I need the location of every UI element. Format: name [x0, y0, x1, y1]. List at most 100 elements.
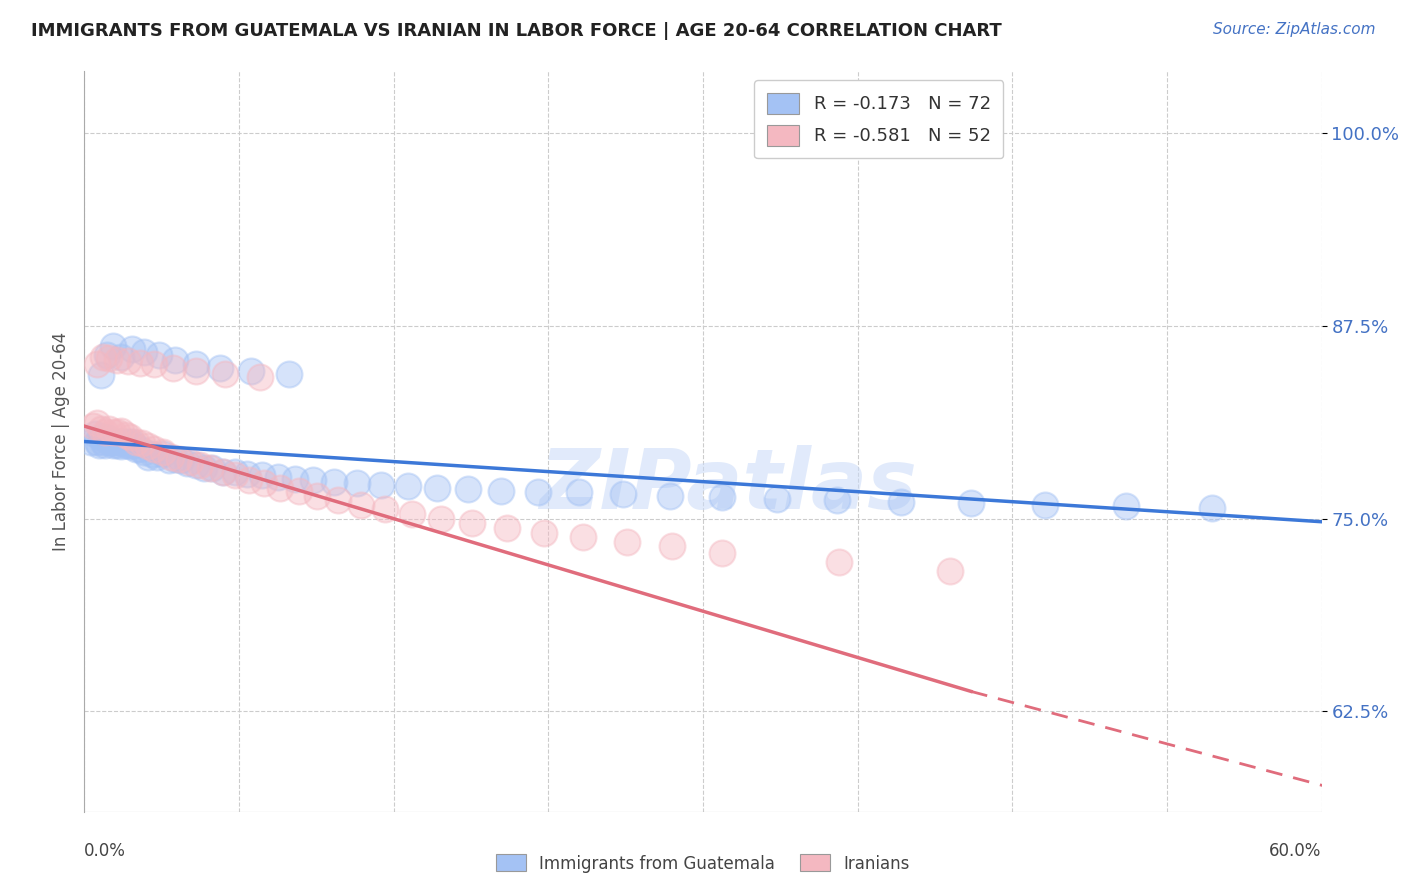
Point	[103, 339, 125, 353]
Point	[176, 456, 198, 470]
Point	[96, 348, 118, 362]
Point	[284, 472, 307, 486]
Point	[103, 437, 125, 451]
Point	[86, 416, 108, 430]
Point	[83, 426, 105, 441]
Point	[1201, 500, 1223, 515]
Point	[96, 432, 118, 446]
Legend: Immigrants from Guatemala, Iranians: Immigrants from Guatemala, Iranians	[489, 847, 917, 880]
Point	[90, 422, 112, 436]
Point	[103, 425, 125, 440]
Point	[288, 483, 311, 498]
Point	[238, 473, 260, 487]
Point	[170, 453, 193, 467]
Point	[100, 434, 122, 449]
Point	[426, 481, 449, 495]
Point	[939, 564, 962, 578]
Point	[184, 363, 207, 377]
Point	[527, 485, 550, 500]
Point	[105, 437, 128, 451]
Point	[165, 352, 187, 367]
Point	[307, 489, 329, 503]
Point	[184, 358, 207, 372]
Point	[152, 445, 174, 459]
Point	[118, 430, 141, 444]
Point	[94, 425, 117, 440]
Point	[110, 424, 132, 438]
Point	[250, 468, 273, 483]
Point	[117, 434, 139, 449]
Point	[121, 434, 143, 449]
Point	[249, 369, 271, 384]
Point	[105, 425, 128, 440]
Point	[114, 428, 136, 442]
Point	[277, 367, 299, 381]
Point	[568, 485, 591, 500]
Point	[572, 530, 595, 544]
Point	[766, 491, 789, 506]
Point	[148, 348, 170, 362]
Point	[110, 350, 132, 364]
Point	[1033, 498, 1056, 512]
Point	[198, 460, 221, 475]
Point	[350, 498, 373, 512]
Point	[612, 487, 634, 501]
Point	[828, 555, 851, 569]
Point	[117, 354, 139, 368]
Point	[98, 351, 121, 366]
Point	[224, 466, 246, 480]
Point	[145, 450, 167, 464]
Point	[179, 454, 201, 468]
Point	[209, 360, 232, 375]
Point	[118, 439, 141, 453]
Point	[616, 534, 638, 549]
Point	[162, 360, 184, 375]
Point	[240, 363, 263, 377]
Point	[489, 483, 512, 498]
Point	[710, 490, 733, 504]
Point	[214, 367, 236, 381]
Point	[129, 356, 152, 370]
Point	[496, 521, 519, 535]
Point	[136, 450, 159, 464]
Point	[143, 442, 166, 457]
Point	[86, 434, 108, 449]
Point	[184, 458, 207, 472]
Point	[86, 358, 108, 372]
Point	[87, 437, 110, 451]
Point	[121, 342, 143, 356]
Text: Source: ZipAtlas.com: Source: ZipAtlas.com	[1212, 22, 1375, 37]
Point	[253, 476, 276, 491]
Point	[131, 436, 153, 450]
Point	[98, 434, 121, 449]
Text: 0.0%: 0.0%	[84, 842, 127, 860]
Point	[370, 477, 392, 491]
Point	[91, 434, 114, 449]
Point	[90, 430, 112, 444]
Point	[152, 447, 174, 461]
Point	[430, 511, 453, 525]
Point	[157, 453, 180, 467]
Point	[105, 352, 128, 367]
Point	[193, 460, 215, 475]
Text: ZIPatlas: ZIPatlas	[538, 445, 917, 526]
Point	[122, 437, 145, 451]
Point	[143, 358, 166, 372]
Point	[167, 451, 190, 466]
Point	[374, 502, 396, 516]
Point	[661, 540, 683, 554]
Point	[211, 466, 233, 480]
Y-axis label: In Labor Force | Age 20-64: In Labor Force | Age 20-64	[52, 332, 70, 551]
Point	[322, 475, 344, 489]
Point	[91, 350, 114, 364]
Point	[125, 442, 148, 457]
Text: 60.0%: 60.0%	[1270, 842, 1322, 860]
Point	[825, 493, 848, 508]
Point	[461, 516, 484, 531]
Point	[224, 468, 246, 483]
Point	[188, 458, 211, 472]
Point	[457, 483, 479, 497]
Point	[160, 450, 183, 464]
Point	[141, 447, 163, 461]
Point	[165, 451, 187, 466]
